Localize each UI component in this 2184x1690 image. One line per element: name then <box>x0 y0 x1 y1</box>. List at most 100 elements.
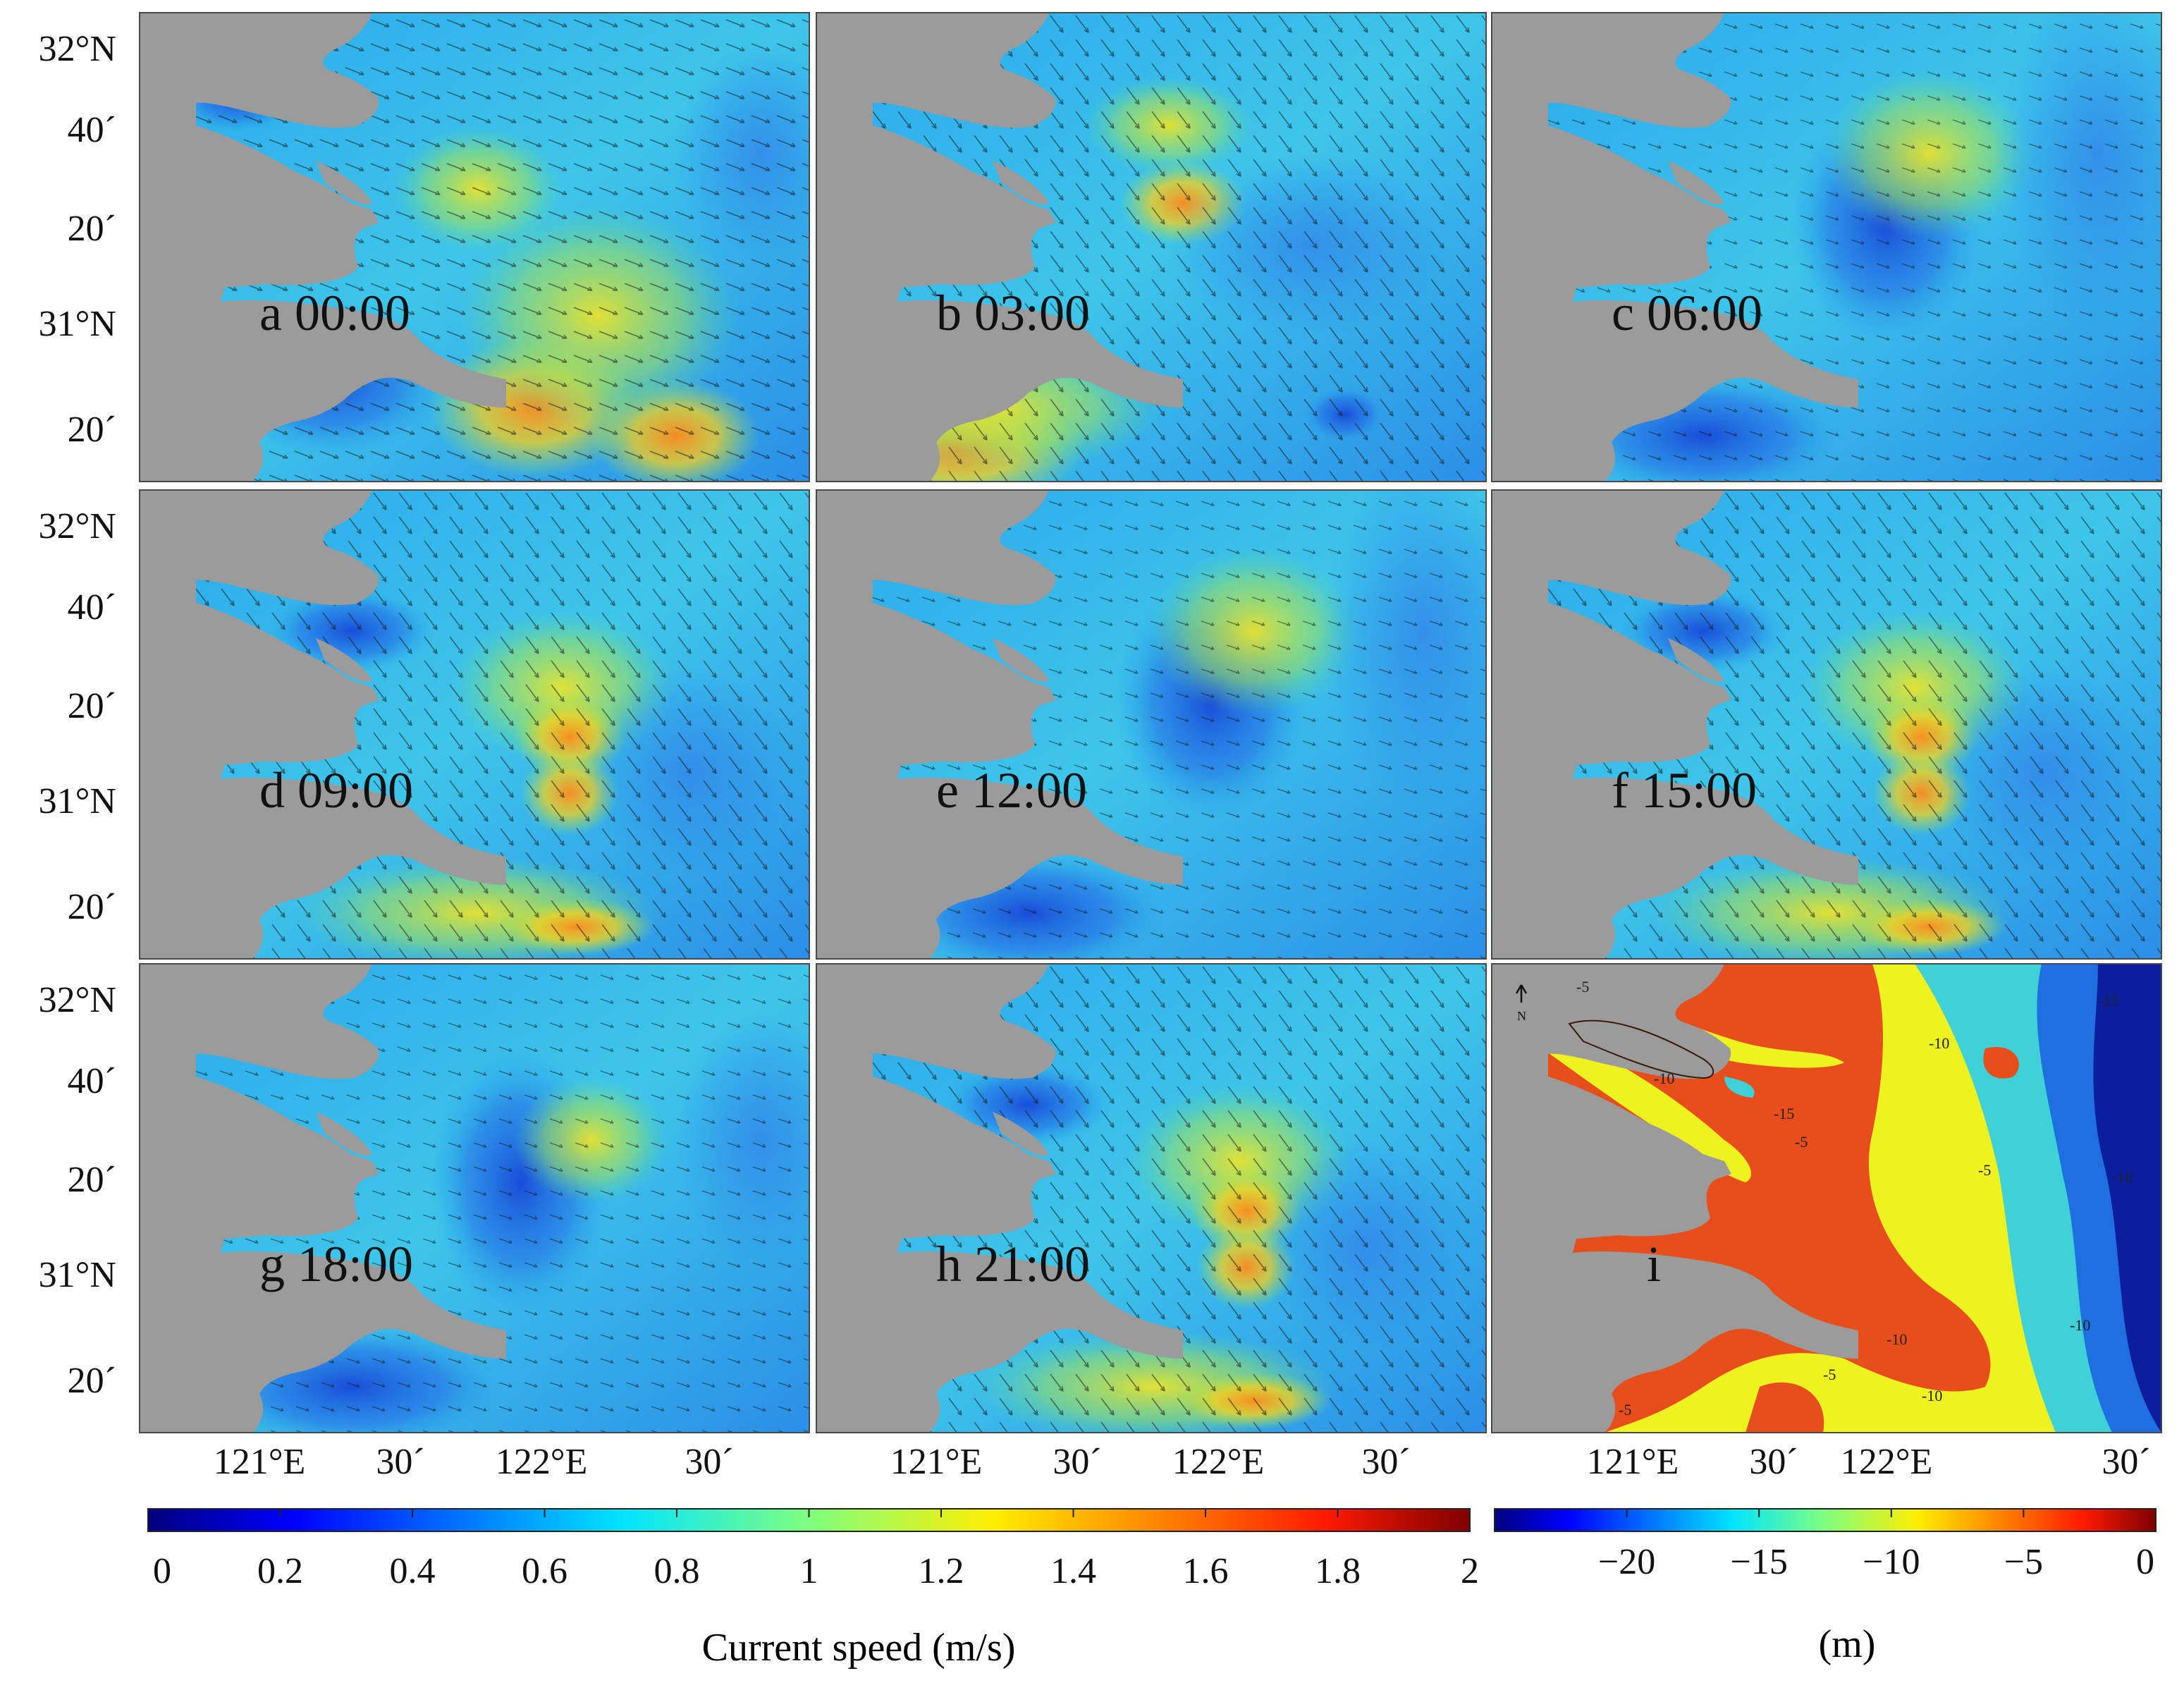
longitude-tick: 30´ <box>2102 1442 2150 1482</box>
panel-frame <box>1491 963 2162 1433</box>
latitude-tick: 20´ <box>68 410 116 450</box>
contour-label: -10 <box>2112 1168 2133 1186</box>
latitude-tick: 20´ <box>68 209 116 249</box>
panel-label: a 00:00 <box>259 285 410 341</box>
speed-colorbar-tick: 1.4 <box>1050 1551 1096 1591</box>
latitude-tick: 32°N <box>39 506 116 546</box>
panel-b: b 03:00 <box>816 12 1487 482</box>
longitude-tick: 30´ <box>1749 1442 1798 1482</box>
latitude-tick: 20´ <box>68 686 116 726</box>
longitude-tick: 30´ <box>685 1442 733 1482</box>
chongming-island <box>894 546 1038 604</box>
panel-frame <box>139 963 810 1433</box>
panel-frame <box>816 489 1487 960</box>
speed-colorbar-tick: 0.8 <box>654 1551 700 1591</box>
latitude-tick: 31°N <box>39 781 116 821</box>
speed-colorbar-label: Current speed (m/s) <box>702 1626 1016 1670</box>
speed-colorbar-tick: 1 <box>800 1551 818 1591</box>
depth-colorbar-label: (m) <box>1819 1622 1876 1666</box>
speed-colorbar-tick: 0 <box>153 1551 171 1591</box>
latitude-tick: 20´ <box>68 1361 116 1401</box>
panel-frame <box>816 963 1487 1433</box>
contour-label: -5 <box>1978 1161 1991 1179</box>
panel-label: c 06:00 <box>1612 285 1762 341</box>
panel-frame <box>1491 12 2162 482</box>
latitude-tick: 20´ <box>68 887 116 927</box>
shoal-island <box>316 1112 372 1156</box>
middle-shoal <box>1983 1047 2019 1079</box>
channel-deep-spot <box>1724 1077 1755 1098</box>
longitude-tick: 121°E <box>890 1442 983 1482</box>
speed-colorbar-tick: 1.2 <box>919 1551 964 1591</box>
chongming-island <box>894 1020 1038 1078</box>
longitude-tick: 122°E <box>1841 1442 1933 1482</box>
panel-label: d 09:00 <box>259 762 413 819</box>
depth-colorbar-tick: −15 <box>1731 1542 1788 1582</box>
depth-colorbar-tick: −20 <box>1598 1542 1655 1582</box>
shoal-island <box>993 1112 1049 1156</box>
contour-label: -5 <box>1823 1366 1836 1383</box>
panel-frame <box>816 12 1487 482</box>
panel-frame <box>1491 489 2162 960</box>
panel-f: f 15:00 <box>1491 489 2162 960</box>
north-arrow-icon: N <box>1515 984 1528 1023</box>
latitude-tick: 31°N <box>39 1255 116 1295</box>
shoal-island <box>316 638 372 682</box>
speed-colorbar-tick: 0.2 <box>257 1551 303 1591</box>
contour-label: -10 <box>1887 1330 1907 1348</box>
speed-colorbar: 0 0.2 0.4 0.6 0.8 1 1.2 1.4 1.6 1.8 2 Current spee… <box>147 1508 1479 1670</box>
latitude-tick: 40´ <box>68 1061 116 1101</box>
panel-g: g 18:00 <box>139 963 810 1433</box>
panel-h: h 21:00 <box>816 963 1487 1433</box>
depth-colorbar-tick: −10 <box>1863 1542 1920 1582</box>
speed-colorbar-tick: 0.4 <box>390 1551 436 1591</box>
panel-frame <box>139 12 810 482</box>
panel-label: h 21:00 <box>936 1236 1090 1292</box>
latitude-tick: 32°N <box>39 980 116 1020</box>
contour-label: -5 <box>1619 1401 1631 1419</box>
panel-label: i <box>1647 1236 1661 1292</box>
shoal-island <box>1668 638 1724 682</box>
chongming-island <box>1568 1019 1714 1079</box>
panel-a: a 00:00 <box>139 12 810 482</box>
panel-label: b 03:00 <box>936 285 1090 341</box>
chongming-island <box>1569 69 1714 127</box>
shoal-island <box>993 161 1049 205</box>
longitude-tick: 122°E <box>1172 1442 1265 1482</box>
chongming-island <box>1569 546 1714 604</box>
speed-colorbar-tick: 1.6 <box>1183 1551 1229 1591</box>
panel-label: g 18:00 <box>259 1236 413 1292</box>
latitude-tick: 31°N <box>39 304 116 344</box>
contour-label: -10 <box>1929 1034 1949 1052</box>
panel-frame <box>139 489 810 960</box>
depth-colorbar-tick: −5 <box>2004 1542 2043 1582</box>
longitude-tick: 30´ <box>376 1442 424 1482</box>
contour-label: -5 <box>1795 1133 1808 1151</box>
longitude-tick: 121°E <box>214 1442 306 1482</box>
chongming-island <box>217 1020 362 1078</box>
latitude-tick: 40´ <box>68 110 116 150</box>
depth-colorbar-tick: 0 <box>2136 1542 2154 1582</box>
shoal-island <box>1668 161 1724 205</box>
depth-colorbar: −20 −15 −10 −5 0 (m) <box>1494 1508 2157 1666</box>
panel-c: c 06:00 <box>1491 12 2162 482</box>
latitude-tick: 40´ <box>68 587 116 627</box>
speed-colorbar-tick: 0.6 <box>522 1551 568 1591</box>
longitude-tick: 122°E <box>496 1442 588 1482</box>
depth-colorbar-bar <box>1494 1508 2157 1532</box>
svg-text:N: N <box>1517 1009 1526 1023</box>
contour-label: -10 <box>1654 1070 1674 1087</box>
panel-label: f 15:00 <box>1612 762 1757 819</box>
south-shoal <box>1746 1382 1824 1433</box>
speed-colorbar-tick: 2 <box>1461 1551 1479 1591</box>
chongming-island <box>217 546 362 604</box>
contour-label: -10 <box>2070 1316 2090 1334</box>
chongming-island <box>217 69 362 127</box>
longitude-tick: 121°E <box>1587 1442 1679 1482</box>
shoal-island <box>993 638 1049 682</box>
shoal-island <box>316 161 372 205</box>
latitude-tick: 20´ <box>68 1160 116 1200</box>
longitude-tick: 30´ <box>1361 1442 1410 1482</box>
contour-label: -10 <box>1922 1387 1942 1404</box>
